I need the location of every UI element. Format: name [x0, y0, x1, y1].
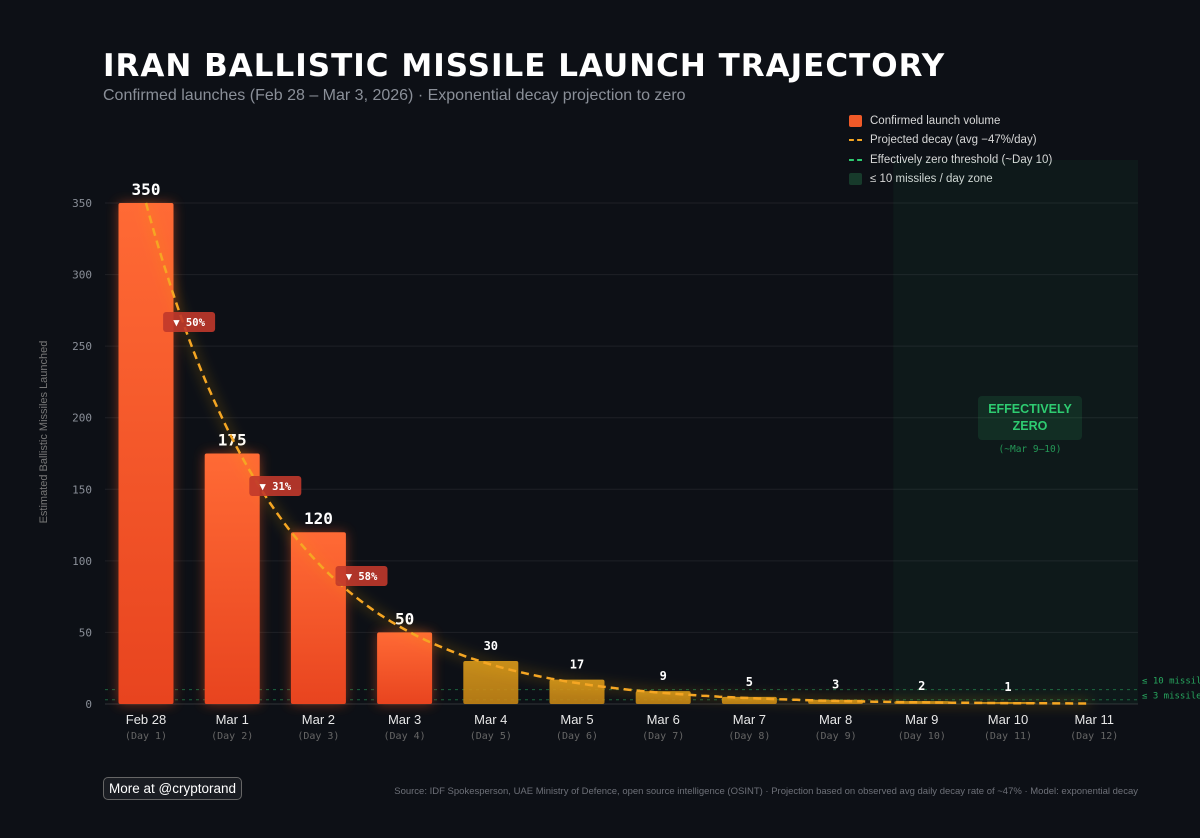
x-tick-sublabel: (Day 11) [984, 731, 1032, 742]
zero-zone-note: (~Mar 9–10) [999, 444, 1062, 455]
x-tick-label: Mar 7 [733, 712, 766, 727]
drop-badge-label: ▼ 50% [173, 317, 205, 329]
legend-label: Projected decay (avg −47%/day) [870, 134, 1037, 147]
zero-zone-badge [978, 396, 1082, 440]
zero-zone-title: ZERO [1013, 419, 1048, 433]
bar-value-label: 2 [918, 679, 925, 693]
y-tick-label: 350 [72, 197, 92, 210]
x-tick-sublabel: (Day 2) [211, 731, 253, 742]
bar [204, 453, 260, 704]
x-tick-sublabel: (Day 6) [556, 731, 598, 742]
y-tick-label: 250 [72, 340, 92, 353]
bar [290, 532, 346, 704]
x-tick-label: Mar 9 [905, 712, 938, 727]
x-tick-label: Mar 10 [988, 712, 1028, 727]
x-tick-sublabel: (Day 7) [642, 731, 684, 742]
bar-value-label: 350 [132, 180, 161, 199]
bar-value-label: 1 [1004, 680, 1011, 694]
legend-swatch [849, 114, 862, 127]
bar [118, 203, 174, 704]
legend-label: Confirmed launch volume [870, 114, 1001, 127]
legend-item: Effectively zero threshold (~Day 10) [849, 150, 1052, 170]
drop-badge-label: ▼ 58% [346, 571, 378, 583]
threshold-label: ≤ 3 missiles [1142, 692, 1200, 702]
decay-line [144, 202, 1090, 705]
threshold-label: ≤ 10 missiles [1142, 677, 1200, 687]
x-tick-sublabel: (Day 9) [815, 731, 857, 742]
legend-swatch [849, 173, 862, 186]
bar-value-label: 3 [832, 678, 839, 692]
x-tick-label: Feb 28 [126, 712, 166, 727]
y-tick-label: 150 [72, 483, 92, 496]
legend-dash [849, 139, 862, 142]
x-tick-label: Mar 3 [388, 712, 421, 727]
bar [463, 661, 519, 704]
x-tick-sublabel: (Day 3) [297, 731, 339, 742]
drop-badge-label: ▼ 31% [259, 481, 291, 493]
x-tick-label: Mar 2 [302, 712, 335, 727]
y-tick-label: 100 [72, 555, 92, 568]
drop-badge [249, 476, 302, 496]
x-tick-sublabel: (Day 4) [384, 731, 426, 742]
y-tick-label: 0 [85, 698, 92, 711]
bar-value-label: 17 [570, 658, 584, 672]
x-tick-sublabel: (Day 10) [898, 731, 946, 742]
x-tick-sublabel: (Day 5) [470, 731, 512, 742]
x-tick-label: Mar 4 [474, 712, 507, 727]
y-axis-label: Estimated Ballistic Missiles Launched [38, 341, 50, 524]
x-tick-label: Mar 11 [1074, 712, 1114, 727]
zero-zone [893, 160, 1138, 704]
drop-badge [163, 312, 216, 332]
x-tick-sublabel: (Day 1) [125, 731, 167, 742]
bar-value-label: 30 [484, 639, 498, 653]
more-link[interactable]: More at @cryptorand [103, 777, 243, 800]
legend-item: Projected decay (avg −47%/day) [849, 131, 1052, 151]
x-tick-label: Mar 6 [647, 712, 680, 727]
chart-title: IRAN BALLISTIC MISSILE LAUNCH TRAJECTORY [103, 48, 946, 84]
x-tick-sublabel: (Day 8) [728, 731, 770, 742]
legend-label: ≤ 10 missiles / day zone [870, 173, 993, 186]
legend-item: ≤ 10 missiles / day zone [849, 170, 1052, 190]
x-tick-sublabel: (Day 12) [1070, 731, 1118, 742]
legend-dash [849, 158, 862, 161]
y-tick-label: 50 [79, 626, 92, 639]
x-tick-label: Mar 5 [560, 712, 593, 727]
legend: Confirmed launch volume Projected decay (… [849, 111, 1052, 189]
x-tick-label: Mar 1 [216, 712, 249, 727]
legend-item: Confirmed launch volume [849, 111, 1052, 131]
y-tick-label: 200 [72, 412, 92, 425]
bar-value-label: 9 [660, 669, 667, 683]
y-tick-label: 300 [72, 269, 92, 282]
drop-badge [335, 566, 388, 586]
bar [377, 632, 433, 704]
zero-zone-title: EFFECTIVELY [988, 402, 1072, 416]
source-note: Source: IDF Spokesperson, UAE Ministry o… [394, 786, 1138, 797]
chart-subtitle: Confirmed launches (Feb 28 – Mar 3, 2026… [103, 87, 686, 104]
x-tick-label: Mar 8 [819, 712, 852, 727]
bar-value-label: 120 [304, 509, 333, 528]
bar-value-label: 5 [746, 675, 753, 689]
legend-label: Effectively zero threshold (~Day 10) [870, 153, 1053, 166]
